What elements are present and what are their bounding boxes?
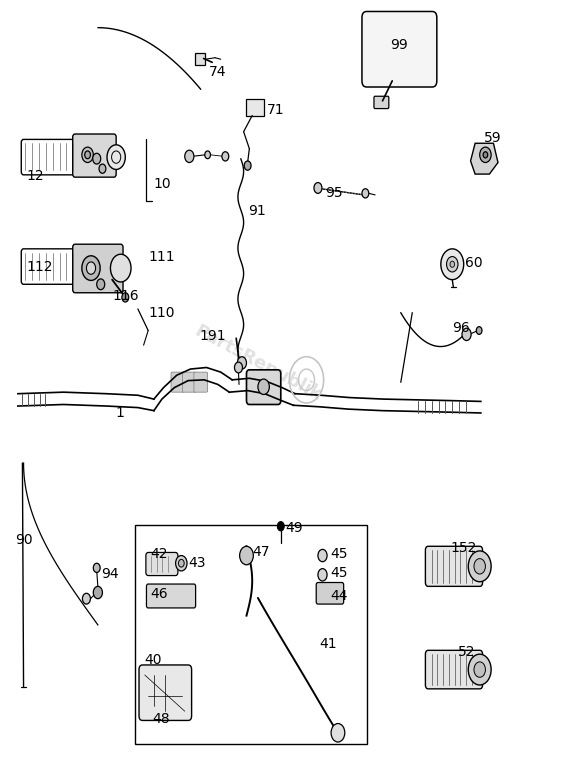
- Circle shape: [83, 594, 91, 604]
- Circle shape: [476, 327, 482, 334]
- Text: 43: 43: [188, 557, 206, 571]
- Text: 71: 71: [266, 103, 284, 117]
- Text: 111: 111: [148, 249, 175, 263]
- Circle shape: [85, 151, 91, 159]
- Circle shape: [331, 723, 345, 742]
- FancyBboxPatch shape: [195, 53, 205, 66]
- Text: 191: 191: [200, 329, 226, 343]
- Circle shape: [277, 522, 284, 531]
- Text: 112: 112: [26, 260, 53, 274]
- Circle shape: [178, 560, 184, 567]
- Circle shape: [446, 256, 458, 272]
- Text: 44: 44: [330, 588, 347, 603]
- Text: 110: 110: [148, 306, 175, 320]
- Circle shape: [93, 154, 101, 164]
- Text: 152: 152: [450, 541, 477, 555]
- FancyBboxPatch shape: [316, 583, 344, 604]
- Circle shape: [205, 151, 210, 159]
- Circle shape: [258, 379, 269, 394]
- Text: PartsRepublik: PartsRepublik: [191, 322, 325, 404]
- Text: 116: 116: [112, 289, 139, 303]
- Text: 47: 47: [252, 545, 270, 559]
- FancyBboxPatch shape: [246, 370, 281, 405]
- Text: 45: 45: [330, 547, 347, 561]
- Circle shape: [82, 147, 93, 163]
- Circle shape: [318, 569, 327, 581]
- FancyBboxPatch shape: [246, 99, 264, 116]
- Circle shape: [244, 161, 251, 171]
- Circle shape: [468, 551, 491, 582]
- Text: 12: 12: [26, 169, 44, 184]
- Circle shape: [468, 654, 491, 685]
- Circle shape: [483, 152, 488, 158]
- Circle shape: [441, 249, 464, 279]
- Text: 45: 45: [330, 566, 347, 581]
- FancyBboxPatch shape: [374, 96, 389, 109]
- Circle shape: [318, 550, 327, 562]
- Circle shape: [122, 293, 129, 302]
- Text: 49: 49: [285, 521, 303, 535]
- Text: 48: 48: [152, 712, 170, 726]
- FancyBboxPatch shape: [73, 244, 123, 293]
- Circle shape: [111, 254, 131, 282]
- FancyBboxPatch shape: [194, 372, 207, 392]
- Text: 60: 60: [465, 256, 482, 269]
- Text: 94: 94: [101, 567, 119, 581]
- FancyBboxPatch shape: [362, 12, 437, 87]
- Text: 42: 42: [151, 547, 168, 561]
- Circle shape: [93, 564, 100, 573]
- Circle shape: [97, 279, 105, 290]
- Text: 10: 10: [154, 177, 171, 191]
- Text: 52: 52: [458, 645, 476, 659]
- Circle shape: [99, 164, 106, 173]
- FancyBboxPatch shape: [147, 584, 195, 608]
- Bar: [135, 525, 367, 744]
- Circle shape: [314, 182, 322, 193]
- Circle shape: [462, 328, 471, 340]
- Text: 99: 99: [391, 39, 409, 52]
- Circle shape: [474, 662, 485, 677]
- FancyBboxPatch shape: [425, 650, 482, 689]
- Circle shape: [234, 362, 242, 373]
- FancyBboxPatch shape: [73, 134, 116, 177]
- Text: 90: 90: [15, 533, 33, 547]
- FancyBboxPatch shape: [182, 372, 196, 392]
- Circle shape: [82, 256, 100, 280]
- Text: 96: 96: [452, 321, 470, 335]
- FancyBboxPatch shape: [146, 553, 178, 576]
- Text: 46: 46: [151, 587, 168, 601]
- Text: 40: 40: [145, 652, 162, 666]
- Circle shape: [480, 147, 491, 163]
- Circle shape: [175, 556, 187, 571]
- Circle shape: [185, 151, 194, 163]
- FancyBboxPatch shape: [425, 547, 482, 587]
- Circle shape: [450, 261, 454, 267]
- Circle shape: [362, 188, 369, 198]
- Circle shape: [93, 587, 103, 599]
- Text: 1: 1: [115, 406, 124, 420]
- Circle shape: [107, 145, 125, 170]
- FancyBboxPatch shape: [139, 665, 191, 720]
- Text: 59: 59: [484, 131, 502, 145]
- Text: 41: 41: [320, 637, 337, 651]
- Circle shape: [240, 547, 253, 565]
- Circle shape: [474, 559, 485, 574]
- Text: 91: 91: [248, 204, 265, 218]
- Polygon shape: [470, 144, 498, 174]
- Circle shape: [237, 357, 246, 369]
- FancyBboxPatch shape: [171, 372, 185, 392]
- Circle shape: [222, 152, 229, 161]
- Circle shape: [87, 262, 96, 274]
- Text: 74: 74: [209, 65, 227, 79]
- Text: 95: 95: [325, 186, 343, 201]
